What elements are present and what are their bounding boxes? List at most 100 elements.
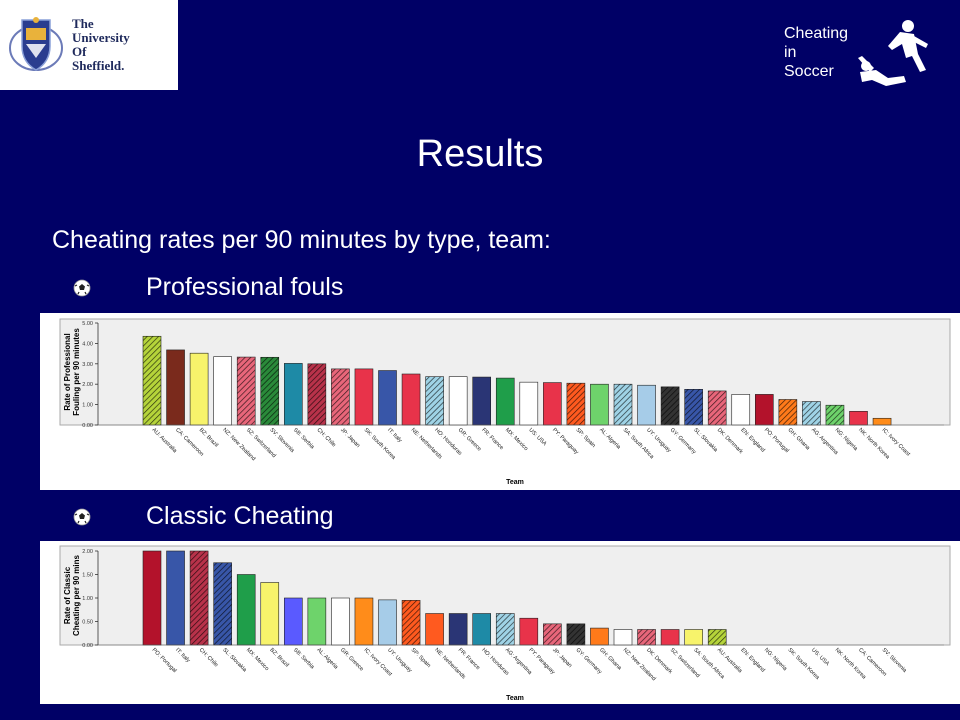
university-crest-icon bbox=[9, 17, 63, 71]
y-tick-label: 2.00 bbox=[82, 382, 93, 388]
bar bbox=[260, 582, 280, 646]
bar-hatch bbox=[708, 629, 727, 645]
brand-line: in bbox=[784, 44, 797, 61]
x-tick-label: SP: Spain bbox=[410, 647, 432, 669]
soccer-ball-icon bbox=[73, 508, 91, 526]
logo-line: University bbox=[72, 30, 130, 45]
x-tick-label: NG: Nigeria bbox=[834, 427, 860, 453]
university-logo: The University Of Sheffield. bbox=[0, 0, 178, 90]
x-tick-label: FR: France bbox=[480, 427, 504, 451]
bar bbox=[425, 613, 444, 646]
x-tick-label: SB: Serbia bbox=[292, 647, 316, 671]
bar bbox=[613, 629, 633, 646]
bar bbox=[590, 383, 609, 426]
x-tick-label: SP: Spain bbox=[574, 427, 596, 449]
y-tick-label: 1.00 bbox=[82, 596, 93, 602]
x-tick-label: PO: Portugal bbox=[151, 647, 178, 674]
bar-hatch bbox=[708, 390, 727, 425]
soccer-ball-icon bbox=[73, 279, 91, 297]
bar bbox=[354, 368, 374, 426]
brand-title: Cheating in Soccer bbox=[784, 24, 848, 81]
x-tick-label: MX: Mexico bbox=[504, 427, 529, 452]
bar bbox=[401, 373, 421, 426]
y-tick-label: 0.00 bbox=[82, 643, 93, 649]
bar-hatch bbox=[684, 389, 703, 425]
x-tick-label: GH: Ghana bbox=[598, 647, 623, 672]
x-tick-label: AL: Algeria bbox=[315, 647, 339, 671]
bar-hatch bbox=[566, 383, 585, 425]
x-tick-label: BZ: Brazil bbox=[268, 647, 289, 668]
bar bbox=[637, 384, 656, 426]
x-tick-label: JP: Japan bbox=[551, 647, 573, 669]
y-tick-label: 1.50 bbox=[82, 573, 93, 579]
bullet-classic-cheating: Classic Cheating bbox=[146, 502, 334, 530]
bar bbox=[660, 629, 680, 646]
bar-hatch bbox=[543, 623, 562, 645]
bar-hatch bbox=[402, 600, 421, 645]
x-tick-label: CH: Chile bbox=[198, 647, 219, 668]
logo-line: Of bbox=[72, 44, 87, 59]
x-axis-label: Team bbox=[506, 695, 524, 702]
university-name: The University Of Sheffield. bbox=[72, 17, 130, 73]
logo-line: The bbox=[72, 16, 94, 31]
bar-hatch bbox=[331, 368, 350, 425]
bar-hatch bbox=[802, 401, 821, 425]
y-tick-label: 3.00 bbox=[82, 362, 93, 368]
y-tick-label: 0.00 bbox=[82, 423, 93, 429]
bar-hatch bbox=[778, 399, 797, 425]
x-tick-label: SB: Serbia bbox=[292, 427, 316, 451]
bar bbox=[684, 629, 703, 646]
x-axis-label: Team bbox=[506, 479, 524, 486]
bullet-professional-fouls: Professional fouls bbox=[146, 273, 344, 301]
x-tick-label: US: USA bbox=[527, 427, 547, 447]
x-tick-label: JP: Japan bbox=[339, 427, 361, 449]
y-tick-label: 0.50 bbox=[82, 620, 93, 626]
brand-line: Cheating bbox=[784, 25, 849, 42]
bar bbox=[166, 349, 185, 426]
bar bbox=[472, 613, 492, 646]
bar bbox=[354, 597, 374, 646]
x-tick-label: AL: Algeria bbox=[598, 427, 622, 451]
bar bbox=[213, 356, 232, 426]
bar-hatch bbox=[190, 551, 209, 645]
x-tick-label: NG: Nigeria bbox=[763, 647, 789, 673]
x-tick-label: US: USA bbox=[810, 647, 830, 667]
bar-hatch bbox=[143, 336, 161, 425]
bar bbox=[284, 363, 303, 426]
x-tick-label: FR: France bbox=[457, 647, 481, 671]
bar bbox=[754, 394, 774, 426]
x-tick-label: BZ: Brazil bbox=[198, 427, 219, 448]
bar-hatch bbox=[237, 357, 256, 425]
bar bbox=[189, 352, 209, 426]
x-tick-label: PO: Portugal bbox=[763, 427, 790, 454]
bar bbox=[519, 381, 539, 426]
y-tick-label: 2.00 bbox=[82, 549, 93, 555]
bar-hatch bbox=[425, 376, 444, 425]
bar bbox=[378, 599, 397, 646]
x-tick-label: IT: Italy bbox=[386, 427, 403, 444]
bar bbox=[236, 574, 256, 646]
bar-hatch bbox=[614, 384, 632, 425]
bar-hatch bbox=[213, 562, 232, 645]
bar-hatch bbox=[307, 363, 326, 425]
y-axis-label: Rate of ClassicCheating per 90 mins bbox=[63, 555, 81, 636]
bar bbox=[284, 597, 303, 646]
x-tick-label: GR: Greece bbox=[339, 647, 364, 672]
x-tick-label: GH: Ghana bbox=[786, 427, 811, 452]
bar bbox=[331, 597, 350, 646]
logo-line: Sheffield. bbox=[72, 58, 125, 73]
bar-hatch bbox=[637, 629, 656, 645]
chart-classic-cheating: 0.00 0.50 1.00 1.50 2.00 Rate of ClassicCheat… bbox=[40, 541, 960, 704]
bar bbox=[307, 597, 327, 646]
bar-hatch bbox=[825, 405, 844, 425]
bar bbox=[495, 377, 515, 426]
bar bbox=[590, 627, 609, 646]
bar bbox=[448, 613, 468, 646]
x-tick-label: CH: Chile bbox=[315, 427, 336, 448]
bar bbox=[872, 417, 892, 426]
chart-professional-fouls: 0.00 1.00 2.00 3.00 4.00 5.00 Rate of Professi… bbox=[40, 313, 960, 490]
bar-hatch bbox=[260, 357, 279, 425]
brand-line: Soccer bbox=[784, 63, 834, 80]
